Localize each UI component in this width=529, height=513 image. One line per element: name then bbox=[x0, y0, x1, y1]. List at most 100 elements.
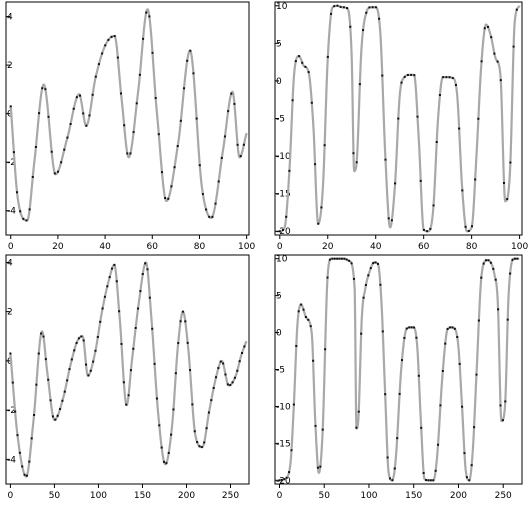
data-point bbox=[282, 229, 284, 232]
data-point bbox=[220, 156, 223, 159]
data-point bbox=[496, 60, 499, 63]
data-point bbox=[113, 263, 116, 266]
plot-frame bbox=[274, 1, 523, 236]
data-point bbox=[184, 320, 187, 323]
data-point bbox=[236, 369, 239, 372]
data-point bbox=[25, 219, 28, 222]
data-point bbox=[79, 94, 82, 97]
data-point bbox=[179, 320, 182, 323]
data-point bbox=[196, 441, 199, 444]
data-point bbox=[217, 180, 220, 183]
x-tick-label: 40 bbox=[99, 242, 111, 252]
data-point bbox=[338, 257, 341, 260]
data-point bbox=[321, 428, 324, 431]
data-point bbox=[212, 386, 215, 389]
data-point bbox=[309, 325, 312, 328]
data-point bbox=[205, 208, 208, 211]
data-point bbox=[358, 83, 361, 86]
x-tick-label: 250 bbox=[495, 491, 512, 501]
data-point bbox=[176, 145, 179, 148]
data-point bbox=[22, 217, 25, 220]
data-point bbox=[111, 267, 114, 270]
data-point bbox=[458, 362, 461, 365]
x-tick-label: 20 bbox=[322, 242, 334, 252]
data-point bbox=[80, 335, 83, 338]
data-point bbox=[63, 390, 66, 393]
x-tick-label: 80 bbox=[466, 242, 478, 252]
data-point bbox=[107, 38, 110, 41]
x-tick-label: 20 bbox=[52, 242, 64, 252]
data-point bbox=[391, 479, 394, 482]
series-markers bbox=[9, 262, 246, 477]
data-point bbox=[499, 404, 502, 407]
data-point bbox=[310, 101, 313, 104]
data-point bbox=[468, 479, 471, 482]
data-point bbox=[14, 410, 17, 413]
data-point bbox=[323, 144, 326, 147]
data-point bbox=[320, 206, 323, 209]
data-point bbox=[509, 161, 512, 164]
x-tick-label: 150 bbox=[134, 491, 151, 501]
data-point bbox=[376, 262, 379, 265]
data-point bbox=[113, 35, 116, 38]
plot-frame bbox=[5, 254, 250, 485]
data-point bbox=[132, 347, 135, 350]
data-point bbox=[330, 12, 333, 15]
data-point bbox=[18, 451, 21, 454]
data-point bbox=[56, 170, 59, 173]
data-point bbox=[44, 88, 47, 91]
data-point bbox=[189, 369, 192, 372]
data-point bbox=[302, 308, 305, 311]
data-point bbox=[96, 335, 99, 338]
data-point bbox=[429, 479, 432, 482]
data-point bbox=[49, 399, 52, 402]
data-point bbox=[208, 215, 211, 218]
x-tick-label: 40 bbox=[370, 242, 382, 252]
data-point bbox=[193, 430, 196, 433]
data-point bbox=[453, 327, 456, 330]
data-point bbox=[28, 460, 31, 463]
y-tick-label: -5 bbox=[276, 366, 285, 376]
data-point bbox=[512, 45, 515, 48]
x-tick-label: 0 bbox=[8, 491, 14, 501]
data-point bbox=[432, 479, 435, 482]
data-point bbox=[374, 261, 377, 264]
data-point bbox=[362, 29, 365, 32]
data-point bbox=[502, 182, 505, 184]
data-point bbox=[384, 393, 387, 396]
data-point bbox=[470, 225, 473, 228]
data-point bbox=[458, 127, 461, 130]
data-point bbox=[464, 225, 467, 228]
data-point bbox=[324, 348, 327, 351]
data-point bbox=[473, 426, 476, 429]
data-point bbox=[314, 424, 317, 427]
data-point bbox=[451, 77, 454, 80]
data-point bbox=[120, 92, 122, 95]
data-point bbox=[316, 466, 319, 469]
data-point bbox=[123, 124, 126, 127]
data-point bbox=[30, 437, 33, 440]
data-point bbox=[336, 257, 339, 260]
data-point bbox=[154, 97, 157, 100]
x-tick-label: 0 bbox=[277, 242, 283, 252]
series-markers bbox=[278, 257, 519, 482]
data-point bbox=[285, 215, 288, 218]
y-tick-label: -5 bbox=[276, 115, 285, 125]
data-point bbox=[438, 94, 441, 97]
x-tick-label: 50 bbox=[318, 491, 330, 501]
data-point bbox=[91, 93, 94, 96]
y-tick-label: 0 bbox=[276, 77, 282, 87]
data-point bbox=[82, 339, 85, 342]
x-tick-label: 80 bbox=[194, 242, 206, 252]
y-tick-label: 0 bbox=[7, 110, 13, 120]
data-point bbox=[386, 456, 389, 459]
data-point bbox=[153, 362, 156, 365]
data-point bbox=[148, 296, 151, 299]
data-point bbox=[61, 399, 64, 402]
data-point bbox=[314, 163, 317, 166]
data-point bbox=[68, 368, 71, 371]
data-point bbox=[449, 326, 452, 329]
data-point bbox=[99, 320, 102, 323]
data-point bbox=[364, 283, 367, 286]
